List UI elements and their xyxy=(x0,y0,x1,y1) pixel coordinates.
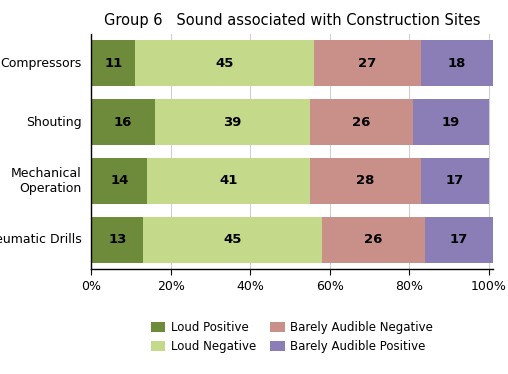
Bar xyxy=(135,40,314,86)
Bar xyxy=(314,40,421,86)
Title: Group 6   Sound associated with Construction Sites: Group 6 Sound associated with Constructi… xyxy=(104,13,481,28)
Bar xyxy=(91,40,135,86)
Legend: Loud Positive, Loud Negative, Barely Audible Negative, Barely Audible Positive: Loud Positive, Loud Negative, Barely Aud… xyxy=(147,318,437,356)
Text: 17: 17 xyxy=(450,233,468,246)
Bar xyxy=(91,99,155,145)
Text: 18: 18 xyxy=(448,56,466,70)
Bar xyxy=(421,40,493,86)
Text: 45: 45 xyxy=(224,233,242,246)
Text: 28: 28 xyxy=(357,174,375,187)
Text: 26: 26 xyxy=(353,116,371,129)
Bar xyxy=(310,99,414,145)
Text: 19: 19 xyxy=(442,116,460,129)
Bar xyxy=(425,217,493,263)
Bar xyxy=(322,217,425,263)
Bar xyxy=(421,158,489,204)
Text: 16: 16 xyxy=(114,116,133,129)
Text: 17: 17 xyxy=(446,174,464,187)
Text: 39: 39 xyxy=(224,116,242,129)
Bar xyxy=(414,99,489,145)
Text: 45: 45 xyxy=(215,56,234,70)
Bar xyxy=(310,158,421,204)
Text: 27: 27 xyxy=(359,56,377,70)
Bar xyxy=(143,217,322,263)
Bar xyxy=(155,99,310,145)
Text: 11: 11 xyxy=(104,56,122,70)
Text: 41: 41 xyxy=(219,174,238,187)
Bar xyxy=(147,158,310,204)
Bar xyxy=(91,217,143,263)
Text: 13: 13 xyxy=(108,233,126,246)
Text: 26: 26 xyxy=(364,233,383,246)
Bar xyxy=(91,158,147,204)
Text: 14: 14 xyxy=(110,174,129,187)
